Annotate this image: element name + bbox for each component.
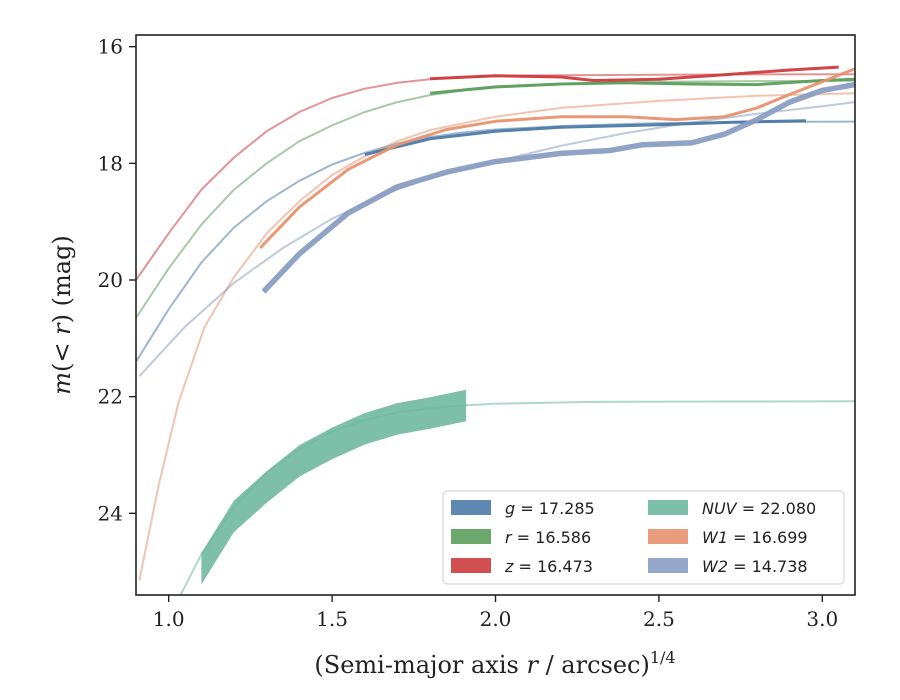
legend-swatch-w1 [648, 529, 688, 544]
legend-label-w1: W1 = 16.699 [702, 528, 808, 547]
legend-label-r: r = 16.586 [505, 528, 591, 547]
legend-swatch-w2 [648, 558, 688, 573]
y-tick-label: 24 [98, 501, 123, 525]
legend-swatch-nuv [648, 500, 688, 515]
x-tick-label: 1.0 [153, 607, 185, 631]
observed-line-z [430, 65, 839, 82]
x-tick-label: 1.5 [316, 607, 348, 631]
observed-line-r [429, 77, 855, 95]
legend-label-g: g = 17.285 [505, 499, 595, 518]
legend: g = 17.285 r = 16.586 z = 16.473 NUV = 22.0… [442, 490, 845, 585]
observed-line-w1 [259, 67, 855, 249]
x-tick-label: 2.0 [480, 607, 512, 631]
observed-line-g [364, 119, 807, 157]
legend-swatch-r [451, 529, 491, 544]
y-axis-label: m(< r) (mag) [48, 235, 76, 395]
legend-swatch-g [451, 500, 491, 515]
x-tick-label: 3.0 [806, 607, 838, 631]
y-tick-label: 18 [98, 151, 123, 175]
x-axis-label: (Semi-major axis r / arcsec)1/4 [314, 648, 675, 679]
x-tick-label: 2.5 [643, 607, 675, 631]
legend-label-z: z = 16.473 [504, 557, 593, 576]
legend-label-w2: W2 = 14.738 [702, 557, 808, 576]
y-tick-label: 20 [98, 268, 123, 292]
model-line-g [136, 120, 855, 363]
plot-series-layer [136, 65, 855, 595]
y-tick-label: 16 [98, 35, 123, 59]
legend-box [442, 490, 845, 585]
model-line-w1 [138, 92, 855, 581]
observed-band-nuv [201, 389, 467, 585]
model-line-w2 [138, 101, 855, 377]
model-line-z [136, 73, 855, 281]
axis-ticks: 1.0 1.5 2.0 2.5 3.0 16 18 20 22 24 [98, 35, 839, 631]
legend-swatch-z [451, 558, 491, 573]
y-tick-label: 22 [98, 385, 123, 409]
legend-label-nuv: NUV = 22.080 [702, 499, 816, 518]
observed-line-w2 [261, 81, 855, 294]
